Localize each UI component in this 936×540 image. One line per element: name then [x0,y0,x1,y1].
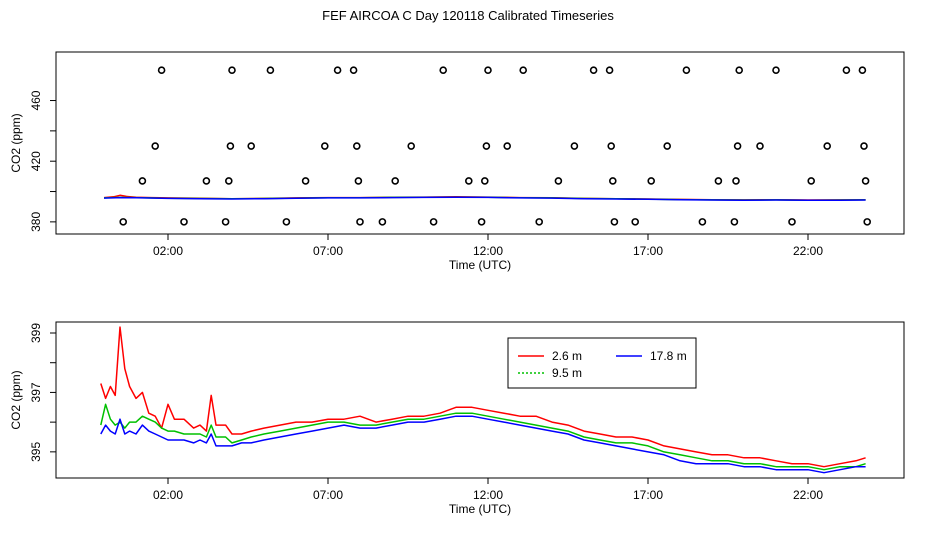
calibration-point [607,142,616,150]
calibration-point [732,177,740,185]
calibration-point [477,218,486,226]
x-axis-label: Time (UTC) [449,502,511,516]
x-tick-label: 12:00 [473,244,503,258]
y-tick-label: 395 [29,442,43,462]
calibration-point [247,142,255,150]
calibration-point [698,218,707,226]
calibration-point [756,142,764,150]
y-axis-label: CO2 (ppm) [9,370,23,429]
x-tick-label: 12:00 [473,488,503,502]
calibration-point [157,66,166,74]
y-tick-label: 397 [29,382,43,402]
calibration-point [349,66,358,74]
calibration-point [631,218,640,226]
calibration-point [610,218,619,226]
calibration-point [266,66,275,74]
calibration-point [482,142,491,150]
calibration-point [138,177,147,185]
x-axis-label: Time (UTC) [449,258,511,272]
series-line-17-8-m [100,415,866,474]
x-tick-label: 17:00 [633,244,663,258]
calibration-point [823,142,832,150]
calibration-point [605,66,614,74]
calibration-point [589,66,598,74]
x-tick-label: 17:00 [633,488,663,502]
calibration-point [352,142,361,150]
calibration-point [788,218,796,226]
calibration-point [391,177,400,185]
calibration-point [554,177,563,185]
calibration-point [735,66,744,74]
calibration-point [407,142,416,150]
calibration-point [301,177,310,185]
calibration-point [714,177,723,185]
series-line-17-8-m [103,196,866,202]
x-tick-label: 02:00 [153,244,183,258]
calibration-point [378,218,387,226]
series-line-9-5-m [100,403,866,471]
calibration-point [333,66,342,74]
calibration-point [439,66,448,74]
figure-title: FEF AIRCOA C Day 120118 Calibrated Times… [322,8,614,23]
calibration-point [180,218,188,226]
calibration-point [119,218,127,226]
calibration-point [228,66,236,74]
calibration-point [356,218,364,226]
calibration-point [225,177,233,185]
legend-box [507,337,697,389]
x-tick-label: 07:00 [313,488,343,502]
calibration-point [608,177,617,185]
calibration-point [858,66,867,74]
calibration-point [861,177,870,185]
calibration-point [282,218,291,226]
chart-ambient-timeseries: 02:00 07:00 12:00 17:00 22:00 395 397 399 Time (… [9,321,905,516]
calibration-point [682,66,691,74]
calibration-point [480,177,489,185]
plot-frame [55,321,905,479]
calibration-point [730,218,739,226]
calibration-point [226,142,235,150]
calibration-point [663,142,672,150]
calibration-point [863,218,872,226]
y-tick-label: 420 [29,151,43,171]
calibration-point [842,66,851,74]
x-tick-label: 07:00 [313,244,343,258]
y-tick-label: 460 [29,90,43,110]
calibration-point [647,177,656,185]
chart-calibrated-timeseries: 02:00 07:00 12:00 17:00 22:00 380 420 460 Time (… [9,51,905,272]
calibration-point [151,142,159,150]
calibration-point [354,177,363,185]
calibration-point [202,177,211,185]
legend-label: 17.8 m [650,349,687,363]
calibration-point [221,218,230,226]
calibration-point [733,142,742,150]
calibration-point [535,218,544,226]
calibration-point [860,142,868,150]
calibration-point [429,218,438,226]
calibration-point [503,142,512,150]
y-tick-label: 399 [29,323,43,343]
calibration-point [464,177,473,185]
calibration-point [484,66,492,74]
plot-frame [55,51,905,235]
calibration-point [320,142,329,150]
y-axis-label: CO2 (ppm) [9,113,23,172]
x-tick-label: 22:00 [793,488,823,502]
calibration-point [807,177,816,185]
y-tick-label: 380 [29,212,43,232]
legend-label: 9.5 m [552,366,582,380]
legend-label: 2.6 m [552,349,582,363]
x-tick-label: 22:00 [793,244,823,258]
calibration-point [519,66,528,74]
series-line-2-6-m [100,326,866,468]
calibration-point [772,66,780,74]
calibration-point [570,142,579,150]
x-tick-label: 02:00 [153,488,183,502]
